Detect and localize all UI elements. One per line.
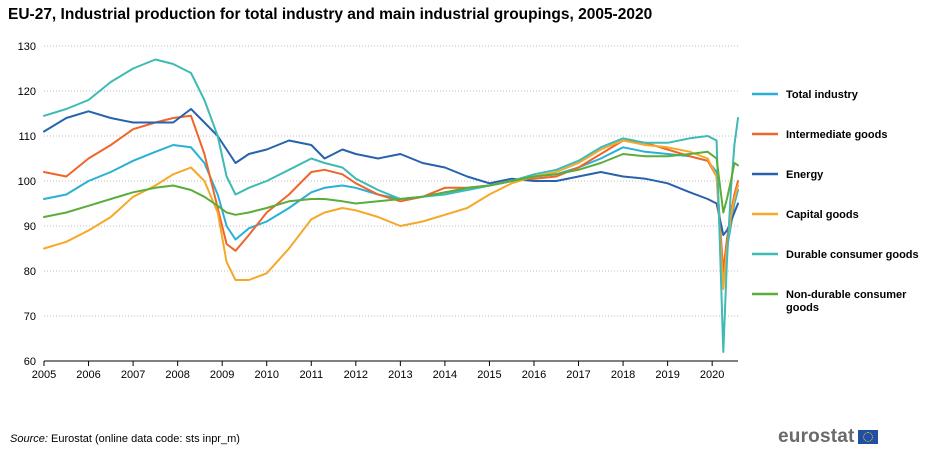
x-tick-label: 2010	[254, 369, 278, 381]
x-tick-label: 2012	[344, 369, 368, 381]
legend-label-energy: Energy	[786, 169, 824, 181]
series-line-nondurable	[43, 150, 739, 218]
eurostat-logo: eurostat	[778, 426, 878, 448]
y-tick-label: 100	[18, 176, 36, 188]
legend-label-capital: Capital goods	[786, 209, 859, 221]
gridlines	[44, 45, 738, 317]
x-tick-label: 2011	[299, 369, 323, 381]
series-line-intermediate	[43, 114, 739, 272]
x-tick-label: 2019	[655, 369, 679, 381]
legend: Total industry Intermediate goods Energy Ca…	[752, 89, 919, 314]
x-tick-label: 2006	[76, 369, 100, 381]
source-note: Source: Eurostat (online data code: sts …	[10, 433, 240, 445]
legend-label-intermediate: Intermediate goods	[786, 129, 887, 141]
chart-title: EU-27, Industrial production for total i…	[8, 6, 653, 23]
series-line-energy	[43, 108, 739, 236]
brand-text: eurostat	[778, 426, 855, 447]
x-axis: 2005 2006 2007 2008 2009 2010 2011 2012 2013 2014…	[32, 360, 738, 381]
x-tick-label: 2008	[165, 369, 189, 381]
y-tick-label: 110	[18, 131, 36, 143]
x-tick-label: 2005	[32, 369, 56, 381]
y-tick-label: 90	[24, 221, 36, 233]
y-tick-label: 130	[18, 41, 36, 53]
legend-label-durable: Durable consumer goods	[786, 249, 919, 261]
y-tick-label: 70	[24, 311, 36, 323]
x-tick-label: 2015	[477, 369, 501, 381]
x-tick-label: 2014	[433, 369, 457, 381]
x-tick-label: 2009	[210, 369, 234, 381]
eu-flag-icon	[857, 430, 878, 444]
series-line-total	[43, 144, 739, 281]
x-tick-label: 2013	[388, 369, 412, 381]
x-tick-label: 2007	[121, 369, 145, 381]
source-text: Eurostat (online data code: sts inpr_m)	[50, 433, 240, 445]
y-tick-label: 80	[24, 266, 36, 278]
legend-label-nondurable: Non-durable consumer goods	[786, 289, 907, 314]
series-lines	[43, 58, 739, 353]
x-tick-label: 2016	[522, 369, 546, 381]
series-line-capital	[43, 139, 739, 290]
legend-label-total: Total industry	[786, 89, 859, 101]
y-axis-ticks: 60 70 80 90 100 110 120 130	[18, 41, 36, 368]
x-tick-label: 2017	[566, 369, 590, 381]
y-tick-label: 60	[24, 356, 36, 368]
source-label: Source:	[10, 433, 48, 445]
x-tick-label: 2020	[700, 369, 724, 381]
y-tick-label: 120	[18, 86, 36, 98]
series-line-durable	[43, 58, 739, 353]
x-tick-label: 2018	[611, 369, 635, 381]
